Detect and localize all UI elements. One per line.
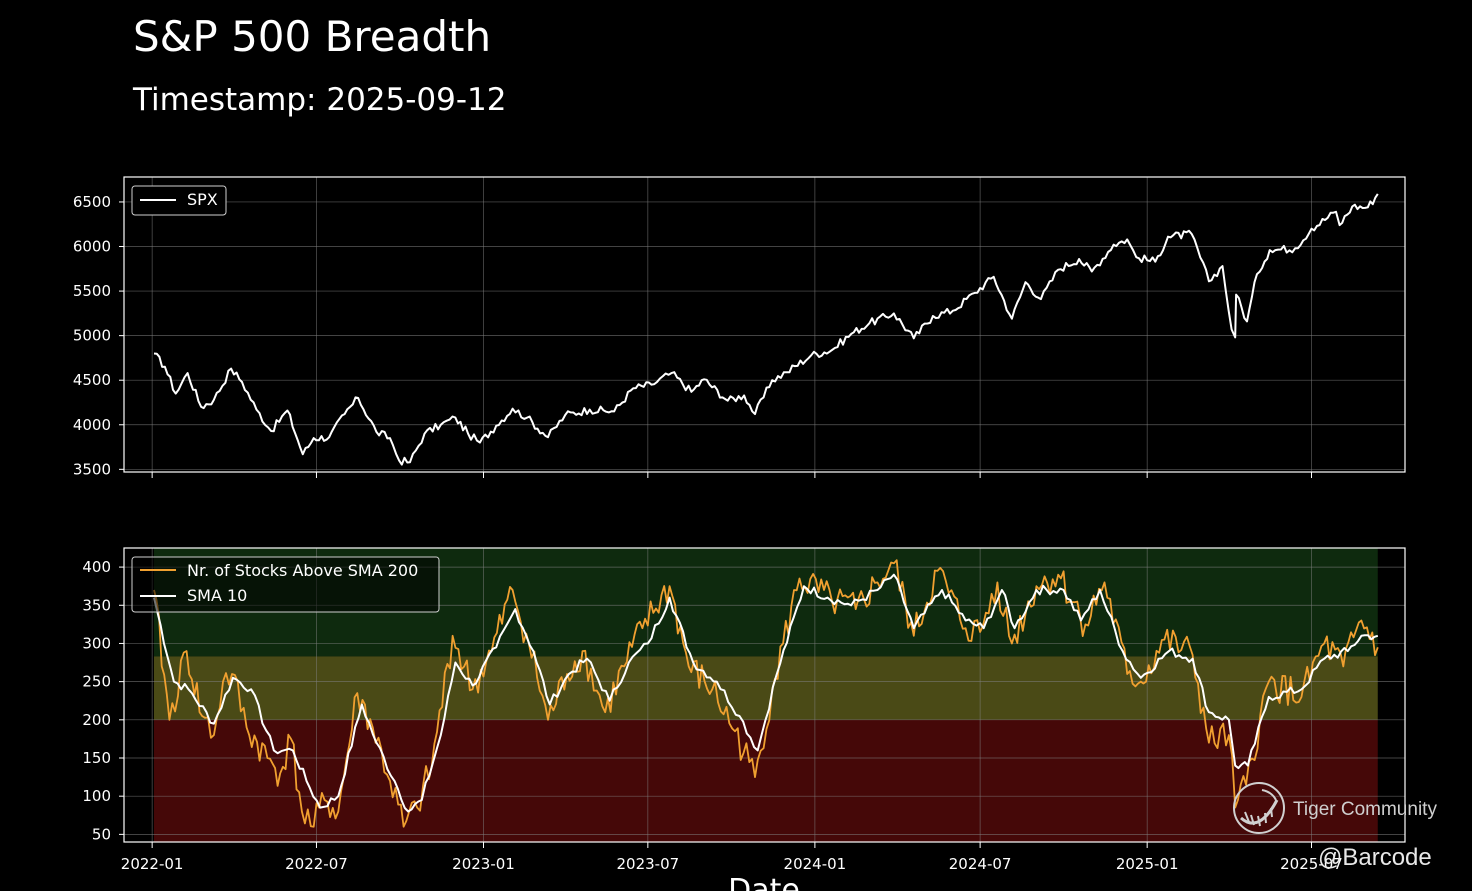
breadth-xtick-label: 2023-07 (616, 855, 679, 873)
breadth-xtick-label: 2025-07 (1280, 855, 1343, 873)
spx-ytick-label: 4000 (73, 416, 111, 434)
spx-line (153, 193, 1379, 466)
spx-ytick-label: 5000 (73, 327, 111, 345)
breadth-ytick-label: 150 (82, 749, 111, 767)
breadth-xtick-label: 2023-01 (452, 855, 515, 873)
spx-axis-ticks: 3500 4000 4500 5000 5500 6000 6500 (73, 193, 1312, 478)
breadth-ytick-label: 250 (82, 673, 111, 691)
breadth-xtick-label: 2025-01 (1116, 855, 1179, 873)
chart-title: S&P 500 Breadth (133, 12, 492, 61)
spx-legend-label: SPX (187, 190, 218, 209)
sma10-line (153, 573, 1379, 813)
sma10-legend-label: SMA 10 (187, 586, 247, 605)
breadth-ytick-label: 200 (82, 711, 111, 729)
spx-ytick-label: 6000 (73, 238, 111, 256)
breadth-line (153, 559, 1379, 828)
zone-neutral (153, 656, 1378, 720)
breadth-xtick-label: 2022-07 (285, 855, 348, 873)
watermark-handle: @Barcode (1318, 844, 1432, 871)
zone-bearish (153, 719, 1378, 842)
breadth-xtick-label: 2024-01 (784, 855, 847, 873)
breadth-ytick-label: 100 (82, 787, 111, 805)
breadth-ytick-label: 300 (82, 634, 111, 652)
watermark: Tiger Community @Barcode (1233, 782, 1437, 871)
breadth-axis-ticks: 50 100 150 200 250 300 350 400 2022-01 2022-07 202… (82, 558, 1342, 873)
tiger-logo-icon (1233, 782, 1285, 834)
spx-ytick-label: 3500 (73, 460, 111, 478)
breadth-ytick-label: 350 (82, 596, 111, 614)
spx-legend-box (131, 185, 227, 216)
breadth-xtick-label: 2024-07 (949, 855, 1012, 873)
spx-panel: 3500 4000 4500 5000 5500 6000 6500 SPX (73, 176, 1406, 478)
spx-ytick-label: 5500 (73, 282, 111, 300)
breadth-ytick-label: 400 (82, 558, 111, 576)
spx-ytick-label: 4500 (73, 371, 111, 389)
chart-subtitle: Timestamp: 2025-09-12 (133, 82, 507, 118)
spx-plot-frame (123, 176, 1406, 473)
spx-ytick-label: 6500 (73, 193, 111, 211)
x-axis-label: Date (728, 873, 800, 891)
spx-grid (124, 177, 1405, 472)
breadth-legend-label: Nr. of Stocks Above SMA 200 (187, 561, 418, 580)
breadth-xtick-label: 2022-01 (121, 855, 184, 873)
breadth-legend: Nr. of Stocks Above SMA 200 SMA 10 (131, 556, 440, 613)
breadth-plot-frame (123, 547, 1406, 843)
watermark-text: Tiger Community (1293, 799, 1437, 820)
breadth-ytick-label: 50 (92, 825, 111, 843)
breadth-legend-box (131, 556, 440, 613)
spx-legend: SPX (131, 185, 227, 216)
breadth-panel: 50 100 150 200 250 300 350 400 2022-01 2022-07 202… (82, 547, 1406, 873)
